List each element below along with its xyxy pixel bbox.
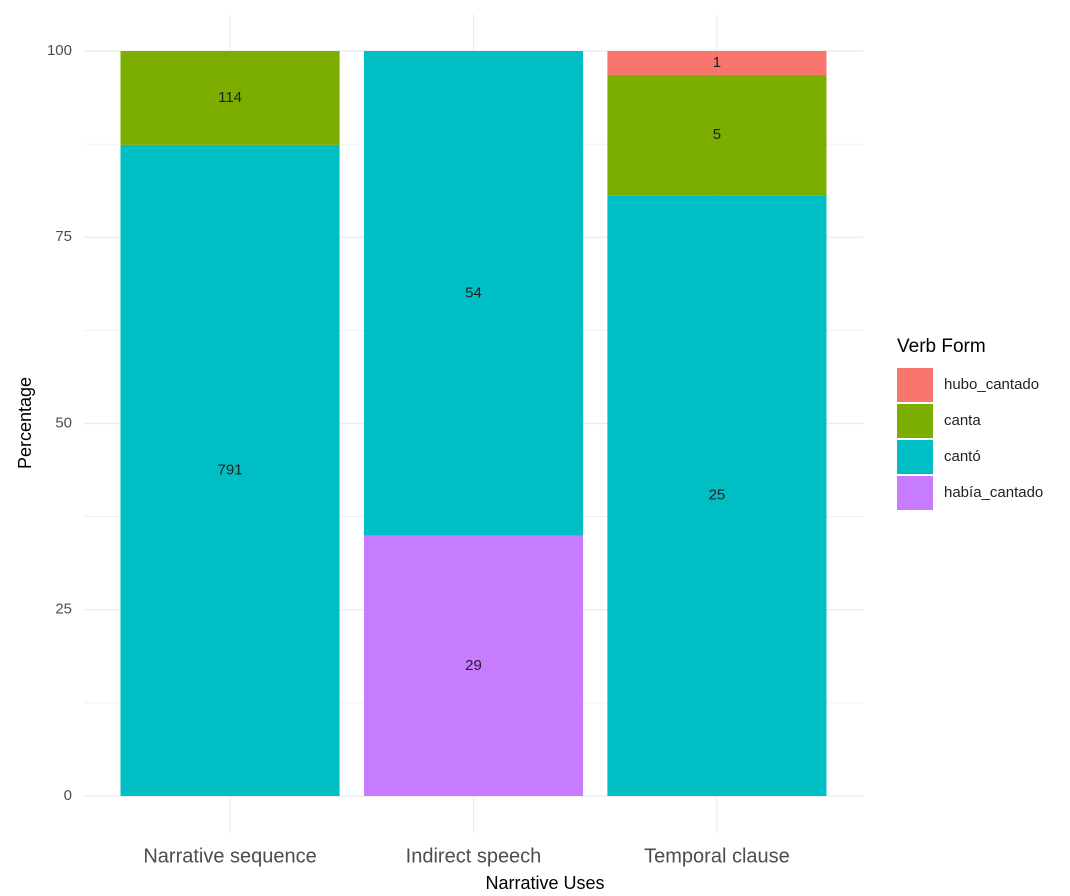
legend-title: Verb Form	[897, 336, 986, 357]
bar-segment	[607, 195, 827, 796]
x-tick-label: Narrative sequence	[143, 845, 316, 867]
data-label: 29	[465, 657, 482, 674]
bar-segment	[120, 51, 340, 145]
legend-swatch	[897, 440, 933, 474]
legend-label: hubo_cantado	[944, 376, 1039, 393]
y-axis-title: Percentage	[15, 377, 35, 469]
legend-label: cantó	[944, 448, 981, 465]
y-tick-label: 100	[47, 42, 72, 59]
x-tick-label: Indirect speech	[406, 845, 542, 867]
y-tick-label: 50	[55, 414, 72, 431]
legend-label: había_cantado	[944, 484, 1043, 501]
data-label: 5	[713, 126, 721, 143]
data-label: 25	[709, 487, 726, 504]
y-tick-label: 75	[55, 228, 72, 245]
bar-segment	[363, 51, 584, 536]
legend-swatch	[897, 368, 933, 402]
bar-segment	[607, 51, 827, 76]
x-tick-label: Temporal clause	[644, 845, 790, 867]
y-tick-label: 0	[64, 787, 72, 804]
data-label: 791	[218, 461, 243, 478]
legend-swatch	[897, 404, 933, 438]
bar-segment	[363, 535, 584, 796]
x-axis-title: Narrative Uses	[485, 873, 604, 893]
legend-swatch	[897, 476, 933, 510]
bar-segment	[607, 75, 827, 196]
data-label: 54	[465, 284, 482, 301]
bar-segment	[120, 144, 340, 796]
data-label: 114	[218, 89, 242, 106]
legend-label: canta	[944, 412, 981, 429]
data-label: 1	[713, 54, 721, 71]
y-tick-label: 25	[55, 601, 72, 618]
